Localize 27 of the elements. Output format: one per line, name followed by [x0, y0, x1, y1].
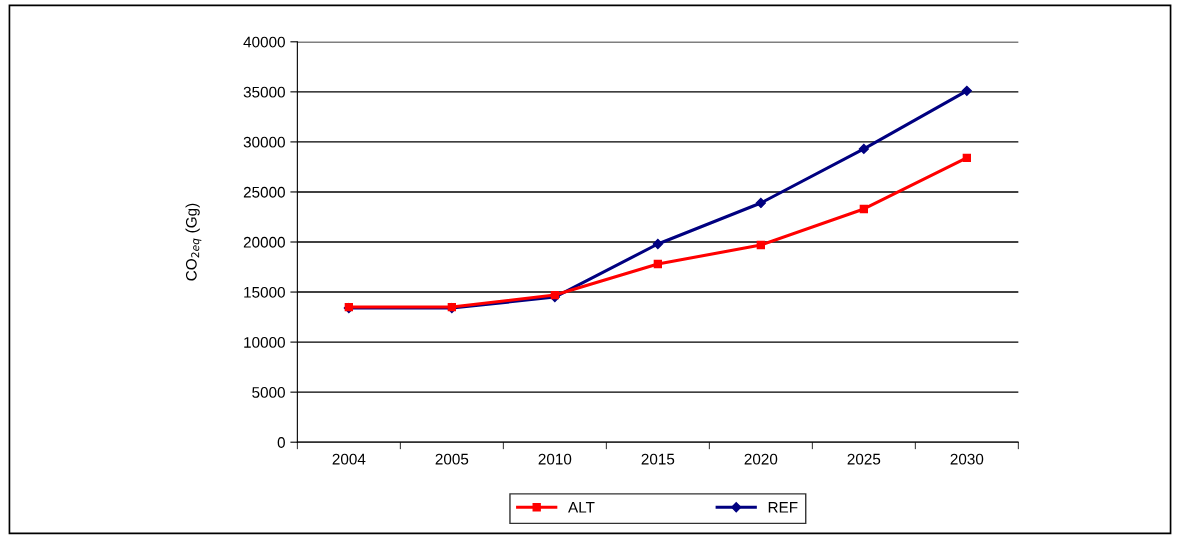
- x-tick-label: 2004: [332, 453, 366, 465]
- legend-label: REF: [768, 502, 798, 513]
- x-tick-label: 2030: [950, 453, 984, 465]
- legend-label: ALT: [568, 502, 595, 513]
- point: [755, 197, 766, 209]
- point: [756, 240, 766, 250]
- y-tick-label: 10000: [244, 336, 285, 348]
- y-tick-label: 40000: [243, 36, 285, 48]
- point: [961, 85, 972, 96]
- point: [859, 204, 869, 214]
- point: [653, 259, 663, 269]
- y-tick-label: 15000: [244, 286, 285, 298]
- x-tick-label: 2025: [847, 453, 881, 465]
- x-tick-label: 2015: [641, 453, 675, 465]
- y-tick-label: 35000: [243, 86, 285, 98]
- x-tick-label: 2020: [744, 453, 778, 465]
- y-tick-label: 5000: [252, 387, 285, 398]
- point: [652, 238, 663, 250]
- x-tick-label: 2005: [435, 453, 469, 465]
- y-tick-label: 20000: [243, 236, 285, 248]
- point: [962, 153, 972, 163]
- y-tick-label: 0: [277, 437, 285, 448]
- point: [858, 143, 869, 155]
- y-axis-title: CO$_{2eq}$ (Gg): [185, 203, 202, 281]
- y-tick-label: 25000: [243, 186, 285, 198]
- x-tick-label: 2010: [538, 453, 572, 465]
- y-tick-label: 30000: [243, 136, 285, 148]
